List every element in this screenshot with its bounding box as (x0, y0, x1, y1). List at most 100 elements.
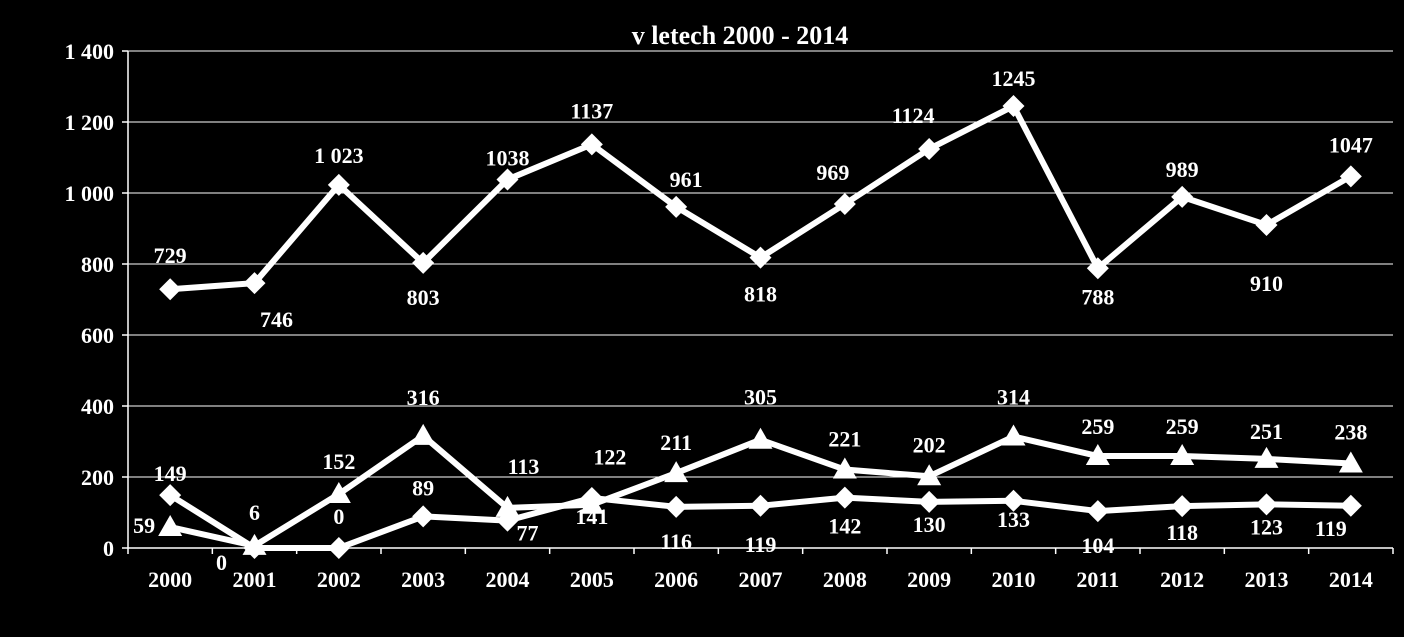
series-top-data-label: 818 (744, 282, 777, 307)
series-triangle-data-label: 59 (133, 513, 155, 538)
y-tick-label: 800 (81, 252, 114, 277)
series-top-point (243, 272, 266, 295)
series-top-data-label: 1124 (892, 103, 935, 128)
y-tick-label: 1 400 (65, 39, 115, 64)
series-top-point (1171, 185, 1194, 208)
y-tick-label: 1 200 (65, 110, 115, 135)
series-triangle-data-label: 152 (322, 449, 355, 474)
series-bottom-data-label: 133 (997, 507, 1030, 532)
series-top-data-label: 969 (816, 160, 849, 185)
x-tick-label: 2001 (233, 567, 277, 592)
series-bottom-data-label: 89 (412, 475, 434, 500)
series-bottom-point (1002, 489, 1025, 512)
x-tick-label: 2003 (401, 567, 445, 592)
series-bottom-data-label: 116 (660, 529, 692, 554)
series-top-point (749, 246, 772, 269)
series-triangle-data-label: 6 (249, 500, 260, 525)
series-triangle-point (832, 457, 857, 479)
series-top-data-label: 1047 (1329, 132, 1373, 157)
series-triangle-point (748, 427, 773, 449)
chart-title: v letech 2000 - 2014 (632, 21, 849, 50)
series-top-data-label: 989 (1166, 157, 1199, 182)
series-triangle-data-label: 202 (913, 432, 946, 457)
series-top-point (327, 173, 350, 196)
series-bottom-point (412, 505, 435, 528)
x-tick-label: 2005 (570, 567, 614, 592)
x-tick-label: 2010 (992, 567, 1036, 592)
series-bottom-point (327, 537, 350, 559)
series-bottom-point (580, 486, 603, 509)
series-triangle-data-label: 221 (828, 427, 861, 452)
series-top-point (580, 133, 603, 156)
series-top-point (496, 168, 519, 191)
series-bottom-data-label: 149 (154, 461, 187, 486)
series-top-point (1002, 95, 1025, 118)
y-tick-label: 600 (81, 323, 114, 348)
series-triangle-data-label: 211 (660, 430, 692, 455)
series-bottom-point (1086, 500, 1109, 523)
series-triangle-data-label: 238 (1334, 420, 1367, 445)
series-triangle-point (158, 515, 183, 537)
y-tick-label: 200 (81, 465, 114, 490)
series-triangle-data-label: 316 (407, 385, 440, 410)
y-tick-label: 0 (103, 536, 114, 561)
x-tick-label: 2011 (1076, 567, 1119, 592)
series-top-data-label: 1137 (570, 98, 613, 123)
series-top-point (1339, 165, 1362, 188)
series-bottom-data-label: 123 (1250, 514, 1283, 539)
x-tick-label: 2013 (1245, 567, 1289, 592)
x-tick-label: 2008 (823, 567, 867, 592)
series-bottom-data-label: 0 (333, 504, 344, 529)
series-top-data-label: 961 (670, 167, 703, 192)
series-triangle-data-label: 305 (744, 385, 777, 410)
series-triangle-point (1338, 451, 1363, 473)
series-triangle-point (1254, 446, 1279, 468)
series-top-data-label: 746 (260, 307, 293, 332)
series-bottom-data-label: 130 (913, 512, 946, 537)
series-bottom-point (1339, 494, 1362, 517)
series-triangle-point (1170, 444, 1195, 466)
series-bottom-data-label: 118 (1166, 520, 1198, 545)
series-triangle-point (495, 495, 520, 517)
series-bottom-data-label: 141 (575, 504, 608, 529)
series-top-point (1086, 257, 1109, 280)
series-bottom-point (918, 490, 941, 513)
series-triangle-point (664, 461, 689, 483)
series-top-data-label: 1038 (486, 146, 530, 171)
x-tick-label: 2014 (1329, 567, 1373, 592)
series-top-data-label: 1245 (992, 66, 1036, 91)
series-top-data-label: 910 (1250, 271, 1283, 296)
x-tick-label: 2009 (907, 567, 951, 592)
y-tick-label: 1 000 (65, 181, 115, 206)
series-triangle-point (326, 482, 351, 504)
series-triangle-point (411, 423, 436, 445)
series-top-point (1255, 213, 1278, 236)
series-top-point (665, 195, 688, 218)
series-bottom-point (243, 537, 266, 559)
series-top-point (833, 193, 856, 216)
y-tick-label: 400 (81, 394, 114, 419)
series-bottom-data-label: 0 (216, 550, 227, 575)
series-triangle-data-label: 259 (1081, 414, 1114, 439)
series-triangle-point (1085, 444, 1110, 466)
series-top-point (412, 251, 435, 274)
series-triangle-data-label: 122 (593, 445, 626, 470)
x-tick-label: 2000 (148, 567, 192, 592)
series-bottom-data-label: 119 (1315, 516, 1347, 541)
series-triangle-point (917, 464, 942, 486)
x-tick-label: 2012 (1160, 567, 1204, 592)
series-triangle-data-label: 251 (1250, 419, 1283, 444)
series-bottom-data-label: 104 (1081, 533, 1114, 558)
series-triangle-point (1001, 424, 1026, 446)
series-top-data-label: 788 (1081, 284, 1114, 309)
x-tick-label: 2006 (654, 567, 698, 592)
series-top-data-label: 729 (154, 243, 187, 268)
x-tick-label: 2002 (317, 567, 361, 592)
series-top-data-label: 803 (407, 285, 440, 310)
x-tick-label: 2004 (486, 567, 530, 592)
series-bottom-point (1171, 495, 1194, 518)
series-triangle-data-label: 259 (1166, 414, 1199, 439)
series-bottom-point (159, 484, 182, 507)
series-bottom-data-label: 77 (517, 521, 539, 546)
series-bottom-point (665, 495, 688, 518)
